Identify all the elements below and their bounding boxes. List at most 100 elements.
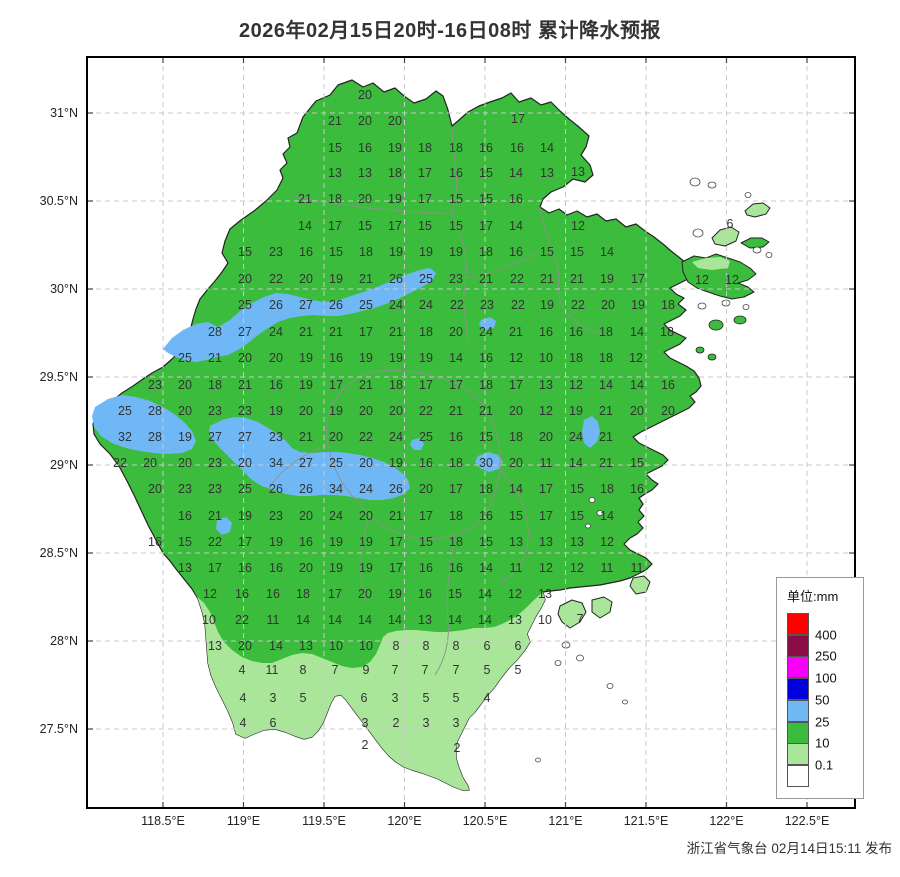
station-precip-value: 24 — [329, 509, 343, 523]
station-precip-value: 20 — [388, 114, 402, 128]
station-precip-value: 19 — [329, 535, 343, 549]
lat-label: 27.5°N — [39, 722, 78, 736]
station-precip-value: 17 — [539, 482, 553, 496]
station-precip-value: 23 — [148, 378, 162, 392]
legend-swatch — [787, 764, 809, 787]
station-precip-value: 21 — [540, 272, 554, 286]
rain-50mm-patch-small-3 — [216, 517, 232, 535]
station-precip-value: 19 — [631, 298, 645, 312]
station-precip-value: 20 — [389, 404, 403, 418]
station-precip-value: 13 — [540, 166, 554, 180]
station-precip-value: 20 — [269, 351, 283, 365]
station-precip-value: 18 — [600, 482, 614, 496]
station-precip-value: 19 — [419, 351, 433, 365]
station-precip-value: 15 — [479, 192, 493, 206]
station-precip-value: 12 — [508, 587, 522, 601]
station-precip-value: 17 — [389, 561, 403, 575]
station-precip-value: 26 — [389, 272, 403, 286]
station-precip-value: 4 — [239, 716, 247, 730]
station-precip-value: 20 — [238, 456, 252, 470]
station-precip-value: 2 — [392, 716, 400, 730]
rain-50mm-patch-northwest — [163, 268, 436, 362]
station-precip-value: 28 — [148, 404, 162, 418]
lon-label: 121°E — [548, 814, 583, 828]
station-precip-value: 19 — [388, 587, 402, 601]
station-precip-value: 23 — [269, 509, 283, 523]
station-precip-value: 15 — [570, 509, 584, 523]
station-precip-value: 14 — [358, 613, 372, 627]
station-precip-value: 6 — [269, 716, 277, 730]
station-precip-value: 18 — [419, 325, 433, 339]
station-precip-value: 22 — [571, 298, 585, 312]
station-precip-value: 16 — [418, 587, 432, 601]
station-precip-value: 22 — [359, 430, 373, 444]
station-precip-value: 18 — [479, 245, 493, 259]
station-precip-value: 25 — [359, 298, 373, 312]
station-precip-value: 14 — [600, 509, 614, 523]
islets-green — [695, 315, 747, 361]
rain-50mm-patch-small-5 — [479, 317, 496, 330]
legend-swatch — [787, 743, 809, 766]
station-precip-value: 13 — [208, 639, 222, 653]
station-precip-value: 28 — [208, 325, 222, 339]
lon-label: 119.5°E — [302, 814, 346, 828]
station-precip-value: 20 — [178, 404, 192, 418]
station-precip-value: 24 — [269, 325, 283, 339]
station-precip-value: 17 — [389, 535, 403, 549]
rain-50mm-patch-central — [209, 417, 410, 500]
station-precip-value: 14 — [296, 613, 310, 627]
station-precip-value: 19 — [299, 351, 313, 365]
island-light-se — [591, 596, 613, 619]
station-precip-value: 25 — [329, 456, 343, 470]
station-precip-value: 12 — [600, 535, 614, 549]
station-precip-value: 15 — [448, 587, 462, 601]
station-precip-value: 26 — [389, 482, 403, 496]
legend-threshold-label: 400 — [815, 627, 837, 643]
station-precip-value: 24 — [389, 298, 403, 312]
station-precip-value: 22 — [208, 535, 222, 549]
station-precip-value: 10 — [539, 351, 553, 365]
station-precip-value: 16 — [269, 561, 283, 575]
station-precip-value: 23 — [269, 245, 283, 259]
station-precip-value: 18 — [388, 166, 402, 180]
station-precip-value: 21 — [389, 509, 403, 523]
station-precip-value: 14 — [298, 219, 312, 233]
station-precip-value: 18 — [479, 378, 493, 392]
station-precip-value: 32 — [118, 430, 132, 444]
station-precip-value: 14 — [479, 561, 493, 575]
station-precip-value: 16 — [630, 482, 644, 496]
station-precip-value: 19 — [269, 535, 283, 549]
station-precip-value: 13 — [299, 639, 313, 653]
legend-swatch — [787, 656, 809, 679]
station-precip-value: 16 — [299, 535, 313, 549]
station-precip-value: 23 — [208, 404, 222, 418]
station-precip-value: 17 — [509, 378, 523, 392]
legend-threshold-label: 0.1 — [815, 757, 834, 773]
station-precip-value: 8 — [452, 639, 460, 653]
legend-swatch — [787, 634, 809, 657]
station-precip-value: 17 — [511, 112, 525, 126]
station-precip-value: 10 — [359, 639, 373, 653]
station-precip-value: 20 — [299, 404, 313, 418]
station-precip-value: 19 — [269, 404, 283, 418]
station-precip-value: 20 — [359, 404, 373, 418]
station-precip-value: 21 — [208, 509, 222, 523]
station-precip-value: 21 — [299, 430, 313, 444]
station-precip-value: 18 — [599, 351, 613, 365]
station-precip-value: 14 — [600, 245, 614, 259]
station-precip-value: 20 — [329, 430, 343, 444]
station-precip-value: 15 — [570, 482, 584, 496]
station-precip-value: 16 — [569, 325, 583, 339]
station-precip-value: 16 — [509, 192, 523, 206]
station-precip-value: 21 — [479, 272, 493, 286]
station-precip-value: 22 — [510, 272, 524, 286]
station-precip-value: 10 — [538, 613, 552, 627]
station-precip-value: 20 — [509, 404, 523, 418]
station-precip-value: 20 — [358, 587, 372, 601]
station-precip-value: 14 — [599, 378, 613, 392]
lat-label: 31°N — [50, 106, 78, 120]
station-precip-value: 20 — [449, 325, 463, 339]
station-precip-value: 18 — [479, 482, 493, 496]
station-precip-value: 15 — [418, 219, 432, 233]
station-precip-value: 27 — [238, 325, 252, 339]
